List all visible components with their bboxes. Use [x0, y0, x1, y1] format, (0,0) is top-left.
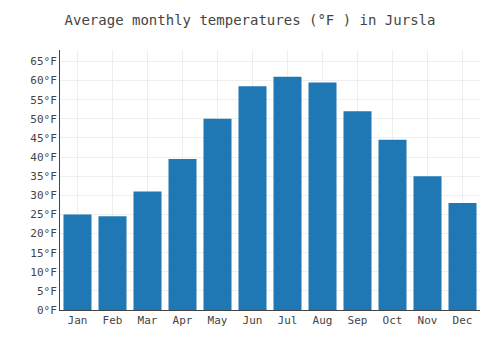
svg-text:Mar: Mar	[138, 314, 158, 327]
svg-text:0°F: 0°F	[37, 304, 57, 317]
svg-text:15°F: 15°F	[30, 247, 57, 260]
svg-text:60°F: 60°F	[30, 74, 57, 87]
svg-text:Average monthly temperatures (: Average monthly temperatures (°F ) in Ju…	[65, 12, 436, 28]
svg-text:Aug: Aug	[313, 314, 333, 327]
svg-text:40°F: 40°F	[30, 151, 57, 164]
svg-text:Jan: Jan	[68, 314, 88, 327]
svg-text:55°F: 55°F	[30, 94, 57, 107]
svg-text:35°F: 35°F	[30, 170, 57, 183]
svg-text:May: May	[208, 314, 228, 327]
svg-text:Jun: Jun	[243, 314, 263, 327]
svg-text:Sep: Sep	[348, 314, 368, 327]
svg-text:50°F: 50°F	[30, 113, 57, 126]
svg-text:65°F: 65°F	[30, 55, 57, 68]
svg-text:Jul: Jul	[278, 314, 298, 327]
svg-text:30°F: 30°F	[30, 189, 57, 202]
svg-text:25°F: 25°F	[30, 208, 57, 221]
svg-text:Nov: Nov	[418, 314, 438, 327]
svg-text:5°F: 5°F	[37, 285, 57, 298]
svg-text:10°F: 10°F	[30, 266, 57, 279]
svg-text:45°F: 45°F	[30, 132, 57, 145]
svg-text:Oct: Oct	[383, 314, 403, 327]
svg-text:Apr: Apr	[173, 314, 193, 327]
svg-text:20°F: 20°F	[30, 227, 57, 240]
svg-text:Feb: Feb	[103, 314, 123, 327]
svg-text:Dec: Dec	[453, 314, 473, 327]
